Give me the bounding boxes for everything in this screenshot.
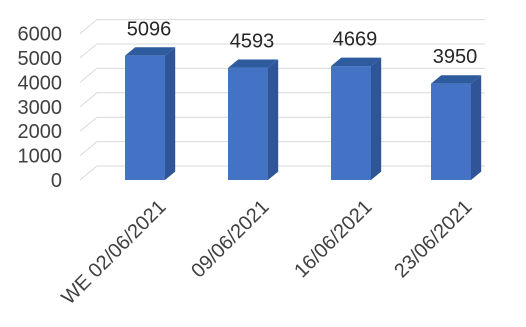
bar-top-face <box>331 57 382 67</box>
y-tick-label: 0 <box>51 170 62 192</box>
data-labels: 5096 4593 4669 3950 <box>127 18 478 68</box>
bar <box>125 47 176 180</box>
bar-front-face <box>228 67 268 180</box>
x-category-label: 16/06/2021 <box>290 196 376 282</box>
gridline <box>79 19 485 34</box>
bar-side-face <box>371 57 382 180</box>
x-category-label: 09/06/2021 <box>187 196 273 282</box>
y-tick-label: 4000 <box>18 72 63 94</box>
x-axis-categories: WE 02/06/2021 09/06/2021 16/06/2021 23/06/2… <box>57 196 476 309</box>
bar-front-face <box>125 55 165 180</box>
bar-top-face <box>228 59 279 68</box>
bar-front-face <box>431 83 471 180</box>
bar <box>331 57 382 180</box>
bar-side-face <box>268 59 279 180</box>
x-category-label: 23/06/2021 <box>390 196 476 282</box>
bars <box>125 47 482 180</box>
bar <box>431 75 482 180</box>
y-tick-label: 1000 <box>18 146 63 168</box>
bar-top-face <box>125 47 176 56</box>
data-label: 4669 <box>333 29 378 51</box>
data-label: 5096 <box>127 18 172 40</box>
data-label: 4593 <box>230 31 275 53</box>
bar-front-face <box>331 66 371 180</box>
x-category-label: WE 02/06/2021 <box>57 196 170 309</box>
y-tick-label: 3000 <box>18 97 63 119</box>
gridlines <box>79 19 485 181</box>
data-label: 3950 <box>433 46 478 68</box>
y-tick-label: 2000 <box>18 121 63 143</box>
bar-side-face <box>165 47 176 180</box>
y-tick-label: 6000 <box>18 24 63 46</box>
y-tick-label: 5000 <box>18 48 63 70</box>
gridline <box>79 43 485 59</box>
bar-side-face <box>471 75 482 180</box>
bar-top-face <box>431 75 482 84</box>
bar <box>228 59 279 180</box>
